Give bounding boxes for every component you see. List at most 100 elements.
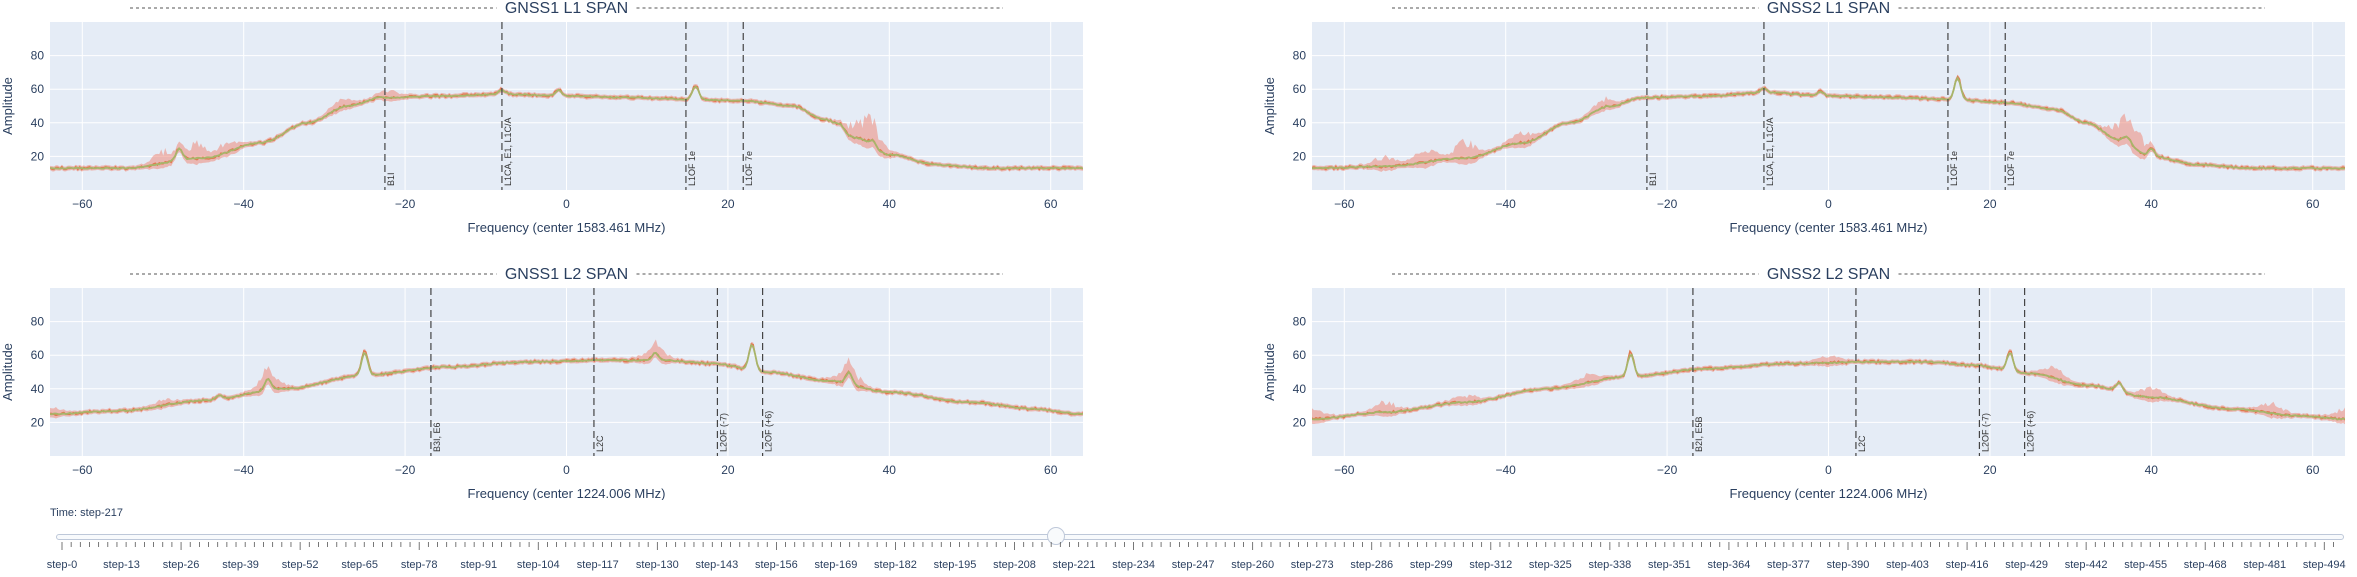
data-layer [1312,349,2345,425]
slider-tick-label[interactable]: step-130 [636,559,679,571]
band-marker-label: L2OF (-7) [1980,413,1990,452]
slider-tick-label[interactable]: step-91 [460,559,497,571]
y-axis-label: Amplitude [1262,77,1277,135]
x-tick-label: 20 [1983,197,1997,211]
x-tick-label: −40 [1496,463,1517,477]
slider-tick-label[interactable]: step-299 [1410,559,1453,571]
x-axis-label: Frequency (center 1583.461 MHz) [468,220,666,235]
time-slider-handle[interactable] [1046,527,1065,545]
y-tick-label: 80 [31,315,45,329]
y-tick-label: 60 [1293,348,1307,362]
data-layer [50,339,1083,419]
y-tick-label: 20 [1293,415,1307,429]
slider-tick-label[interactable]: step-468 [2184,559,2227,571]
slider-tick-label[interactable]: step-0 [47,559,78,571]
data-layer [1312,74,2345,172]
series-line-mean [1312,76,2345,170]
x-tick-label: 0 [563,197,570,211]
slider-tick-label[interactable]: step-247 [1172,559,1215,571]
series-line-mean [50,85,1083,170]
band-marker-label: L1OF 7e [744,151,754,186]
slider-tick-label[interactable]: step-351 [1648,559,1691,571]
slider-tick-label[interactable]: step-416 [1946,559,1989,571]
y-tick-label: 60 [31,82,45,96]
slider-tick-label[interactable]: step-104 [517,559,560,571]
slider-tick-label[interactable]: step-481 [2243,559,2286,571]
slider-tick-label[interactable]: step-117 [577,559,619,571]
band-marker-label: B1I [386,172,396,186]
slider-tick-label[interactable]: step-494 [2303,559,2346,571]
slider-tick-label[interactable]: step-208 [993,559,1036,571]
slider-tick-label[interactable]: step-377 [1767,559,1810,571]
x-tick-label: 40 [883,197,897,211]
x-tick-label: 40 [883,463,897,477]
y-tick-label: 60 [1293,82,1307,96]
slider-tick-label[interactable]: step-13 [103,559,140,571]
x-axis-label: Frequency (center 1224.006 MHz) [1730,486,1928,500]
slider-tick-label[interactable]: step-156 [755,559,798,571]
slider-tick-label[interactable]: step-195 [934,559,977,571]
chart-title: GNSS2 L1 SPAN [1767,0,1890,17]
x-tick-label: 0 [1825,197,1832,211]
slider-tick-label[interactable]: step-221 [1053,559,1096,571]
slider-tick-label[interactable]: step-429 [2005,559,2048,571]
x-tick-label: 0 [563,463,570,477]
slider-tick-label[interactable]: step-403 [1886,559,1929,571]
slider-tick-label[interactable]: step-390 [1827,559,1870,571]
x-tick-label: −20 [395,197,416,211]
y-axis-label: Amplitude [0,77,15,135]
x-tick-label: −40 [234,197,255,211]
x-tick-label: 40 [2145,463,2159,477]
slider-tick-label[interactable]: step-78 [401,559,438,571]
slider-tick-label[interactable]: step-65 [341,559,378,571]
slider-tick-label[interactable]: step-455 [2124,559,2167,571]
band-marker-label: B1I [1648,172,1658,186]
slider-tick-label[interactable]: step-286 [1350,559,1393,571]
x-axis-label: Frequency (center 1224.006 MHz) [468,486,666,500]
x-tick-label: 20 [721,463,735,477]
time-slider-track[interactable] [56,534,2344,540]
slider-current-value: Time: step-217 [50,507,123,519]
x-tick-label: 60 [2306,463,2320,477]
slider-tick-label[interactable]: step-143 [695,559,738,571]
x-tick-label: −20 [1657,197,1678,211]
slider-tick-label[interactable]: step-312 [1469,559,1512,571]
x-tick-label: −60 [1334,197,1355,211]
slider-tick-label[interactable]: step-442 [2065,559,2108,571]
slider-tick-label[interactable]: step-182 [874,559,917,571]
slider-tick-label[interactable]: step-364 [1708,559,1751,571]
y-tick-label: 80 [1293,315,1307,329]
band-marker-label: L2OF (+6) [2026,411,2036,452]
band-marker-label: L2OF (+6) [764,411,774,452]
slider-tick-label[interactable]: step-169 [815,559,858,571]
slider-tick-label[interactable]: step-338 [1588,559,1631,571]
chart-gnss2-l1: −60 −40 −20 0 20 40 60 20 40 60 80 GNSS2 L1 SPAN Fre… [1262,0,2345,235]
x-tick-label: 20 [721,197,735,211]
x-tick-label: 60 [1044,197,1058,211]
x-tick-label: −60 [1334,463,1355,477]
y-tick-label: 20 [31,149,45,163]
slider-tick-label[interactable]: step-273 [1291,559,1334,571]
band-marker-label: L1CA, E1, L1C/A [503,117,513,186]
slider-tick-label[interactable]: step-260 [1231,559,1274,571]
y-tick-label: 60 [31,348,45,362]
slider-tick-label[interactable]: step-39 [222,559,259,571]
chart-title: GNSS1 L2 SPAN [505,266,628,283]
series-line-mean [1312,352,2345,421]
series-line-mean [50,343,1083,416]
time-slider-ticks: step-0 step-13 step-26 step-39 step-52 step-6… [47,542,2346,571]
band-marker-label: B3I, E6 [432,422,442,452]
slider-tick-label[interactable]: step-325 [1529,559,1572,571]
band-marker-label: L1OF 1e [687,151,697,186]
band-marker-label: L1CA, E1, L1C/A [1765,117,1775,186]
y-tick-label: 40 [1293,382,1307,396]
band-marker-label: L2C [595,435,605,452]
y-axis-label: Amplitude [0,343,15,401]
series-band-range [50,84,1083,172]
slider-tick-label[interactable]: step-234 [1112,559,1155,571]
x-tick-label: −40 [1496,197,1517,211]
slider-tick-label[interactable]: step-52 [282,559,319,571]
chart-gnss1-l1: −60 −40 −20 0 20 40 60 20 40 60 80 GNSS1 L1 SPAN Fre… [0,0,1083,235]
slider-tick-label[interactable]: step-26 [163,559,200,571]
y-tick-label: 80 [1293,49,1307,63]
